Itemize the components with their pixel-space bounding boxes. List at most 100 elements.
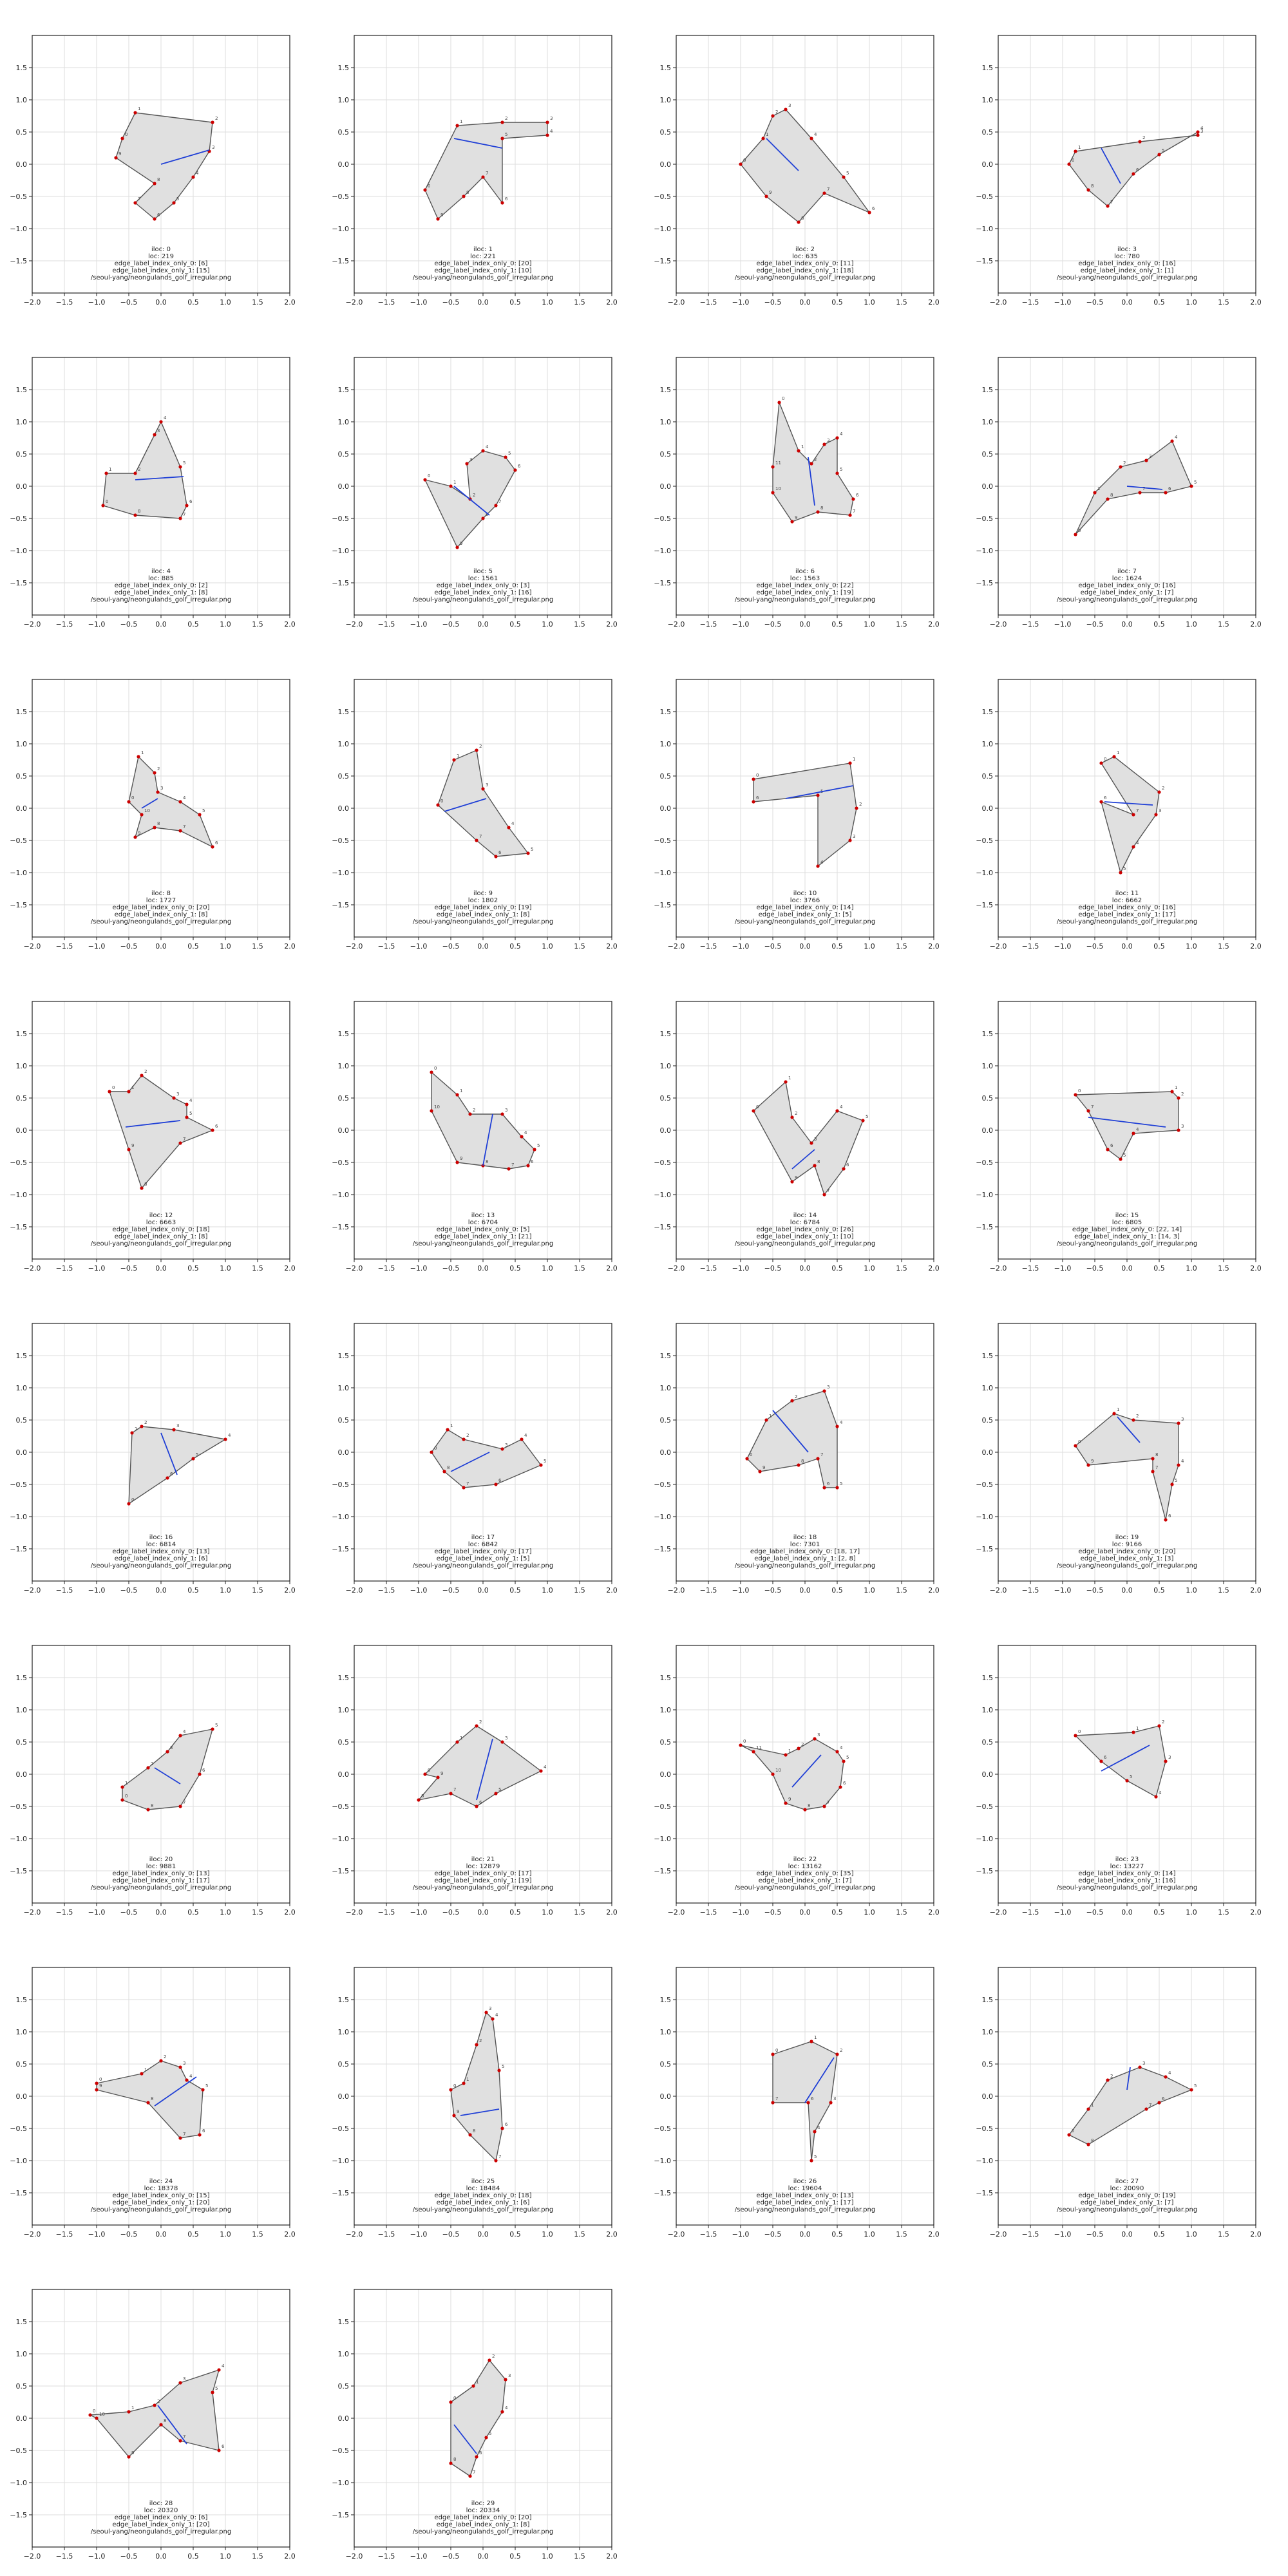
vertex-index-label: 1 bbox=[131, 2405, 134, 2410]
vertex-point bbox=[104, 471, 108, 475]
vertex-point bbox=[481, 787, 485, 791]
vertex-index-label: 4 bbox=[183, 795, 186, 800]
subplot-caption-line: edge_label_index_only_1: [18] bbox=[756, 267, 853, 274]
vertex-point bbox=[1112, 755, 1116, 759]
vertex-point bbox=[153, 433, 156, 437]
vertex-point bbox=[835, 1750, 839, 1754]
vertex-point bbox=[1157, 2101, 1161, 2105]
subplot-caption-line: edge_label_index_only_0: [35] bbox=[756, 1870, 853, 1877]
vertex-point bbox=[810, 1141, 813, 1145]
x-tick-label: 0.0 bbox=[1121, 2230, 1133, 2239]
vertex-index-label: 3 bbox=[469, 457, 472, 462]
vertex-point bbox=[816, 510, 820, 514]
vertex-index-label: 4 bbox=[189, 2074, 193, 2079]
vertex-index-label: 3 bbox=[505, 1443, 507, 1448]
y-tick-label: −0.5 bbox=[332, 1481, 349, 1489]
x-tick-label: 1.5 bbox=[574, 1908, 585, 1917]
y-tick-label: 0.0 bbox=[16, 1448, 28, 1457]
y-tick-label: 0.5 bbox=[982, 1416, 994, 1425]
subplot-caption-line: /seoul-yang/neongulands_golf_irregular.p… bbox=[413, 2528, 553, 2535]
vertex-point bbox=[500, 2126, 504, 2130]
vertex-point bbox=[436, 1776, 440, 1779]
vertex-point bbox=[526, 851, 530, 855]
subplot-caption-line: iloc: 19 bbox=[1115, 1534, 1139, 1541]
vertex-point bbox=[449, 2461, 453, 2465]
y-tick-label: 0.0 bbox=[660, 2092, 672, 2101]
y-tick-label: −0.5 bbox=[976, 837, 993, 845]
interior-segment bbox=[1101, 1745, 1150, 1772]
vertex-point bbox=[813, 1737, 817, 1741]
subplot-caption-line: iloc: 25 bbox=[471, 2178, 495, 2185]
vertex-index-label: 10 bbox=[775, 1768, 781, 1773]
interior-segment bbox=[460, 2108, 500, 2116]
polygon-shape bbox=[1068, 131, 1198, 207]
vertex-point bbox=[468, 2133, 472, 2137]
vertex-point bbox=[185, 2078, 189, 2082]
vertex-point bbox=[133, 471, 137, 475]
vertex-point bbox=[159, 2059, 163, 2063]
y-tick-label: 0.5 bbox=[16, 1416, 28, 1425]
x-tick-label: −1.0 bbox=[88, 942, 106, 951]
x-tick-label: −0.5 bbox=[120, 2230, 138, 2239]
vertex-point bbox=[127, 2455, 131, 2459]
subplot-caption-line: loc: 1563 bbox=[790, 575, 820, 582]
vertex-index-label: 7 bbox=[853, 509, 855, 514]
x-tick-label: 0.5 bbox=[1153, 1264, 1165, 1273]
x-tick-label: 1.0 bbox=[542, 1586, 553, 1595]
vertex-index-label: 3 bbox=[550, 116, 553, 121]
y-tick-label: 0.0 bbox=[660, 804, 672, 813]
y-tick-label: 0.5 bbox=[982, 772, 994, 781]
x-tick-label: −1.5 bbox=[56, 620, 73, 629]
subplot-caption-line: loc: 20320 bbox=[144, 2507, 178, 2514]
x-tick-label: −0.5 bbox=[764, 298, 782, 307]
subplot-caption-line: /seoul-yang/neongulands_golf_irregular.p… bbox=[91, 2528, 231, 2535]
vertex-point bbox=[771, 2052, 775, 2056]
y-tick-label: 1.0 bbox=[982, 1384, 994, 1392]
x-tick-label: 2.0 bbox=[284, 298, 296, 307]
vertex-index-label: 8 bbox=[144, 1182, 147, 1187]
x-tick-label: 1.0 bbox=[220, 2552, 231, 2561]
vertex-index-label: 8 bbox=[164, 2418, 166, 2423]
vertex-index-label: 6 bbox=[202, 2128, 205, 2134]
x-tick-label: 1.0 bbox=[864, 2230, 875, 2239]
vertex-index-label: 1 bbox=[788, 1075, 791, 1081]
x-tick-label: 0.0 bbox=[1121, 1264, 1133, 1273]
vertex-index-label: 0 bbox=[106, 499, 108, 504]
vertex-point bbox=[198, 813, 202, 817]
subplot-caption-line: loc: 6663 bbox=[146, 1219, 176, 1226]
x-tick-label: 0.0 bbox=[155, 1908, 167, 1917]
y-tick-label: 1.0 bbox=[16, 418, 28, 426]
x-tick-label: 2.0 bbox=[606, 1264, 618, 1273]
subplot-caption-line: /seoul-yang/neongulands_golf_irregular.p… bbox=[1057, 1240, 1197, 1247]
y-tick-label: −1.5 bbox=[10, 1223, 27, 1231]
vertex-point bbox=[133, 201, 137, 205]
y-tick-label: 1.0 bbox=[338, 2028, 350, 2036]
vertex-point bbox=[494, 1792, 498, 1795]
vertex-index-label: 5 bbox=[202, 808, 205, 813]
x-tick-label: 1.0 bbox=[220, 298, 231, 307]
x-tick-label: 2.0 bbox=[928, 1908, 940, 1917]
subplot-caption-line: iloc: 13 bbox=[471, 1212, 495, 1219]
x-tick-label: 0.5 bbox=[187, 1586, 199, 1595]
vertex-index-label: 5 bbox=[846, 1755, 849, 1760]
vertex-point bbox=[513, 468, 517, 472]
y-tick-label: 0.5 bbox=[660, 450, 672, 459]
y-tick-label: 1.5 bbox=[982, 1674, 994, 1682]
x-tick-label: 0.5 bbox=[1153, 620, 1165, 629]
subplot-caption-line: iloc: 27 bbox=[1115, 2178, 1139, 2185]
y-tick-label: −0.5 bbox=[10, 1803, 27, 1811]
vertex-index-label: 9 bbox=[99, 2083, 102, 2088]
vertex-index-label: 8 bbox=[1091, 2138, 1094, 2143]
x-tick-label: 1.5 bbox=[1218, 620, 1229, 629]
x-tick-label: 2.0 bbox=[1250, 620, 1262, 629]
x-tick-label: 1.0 bbox=[864, 620, 875, 629]
vertex-index-label: 8 bbox=[138, 509, 140, 514]
vertex-index-label: 1 bbox=[788, 1748, 791, 1754]
subplot-caption-line: /seoul-yang/neongulands_golf_irregular.p… bbox=[1057, 1562, 1197, 1569]
polygon-shape bbox=[772, 402, 854, 522]
y-tick-label: −1.5 bbox=[976, 1867, 993, 1875]
vertex-index-label: 4 bbox=[817, 2125, 820, 2130]
x-tick-label: −2.0 bbox=[346, 1264, 363, 1273]
y-tick-label: −0.5 bbox=[976, 1159, 993, 1167]
